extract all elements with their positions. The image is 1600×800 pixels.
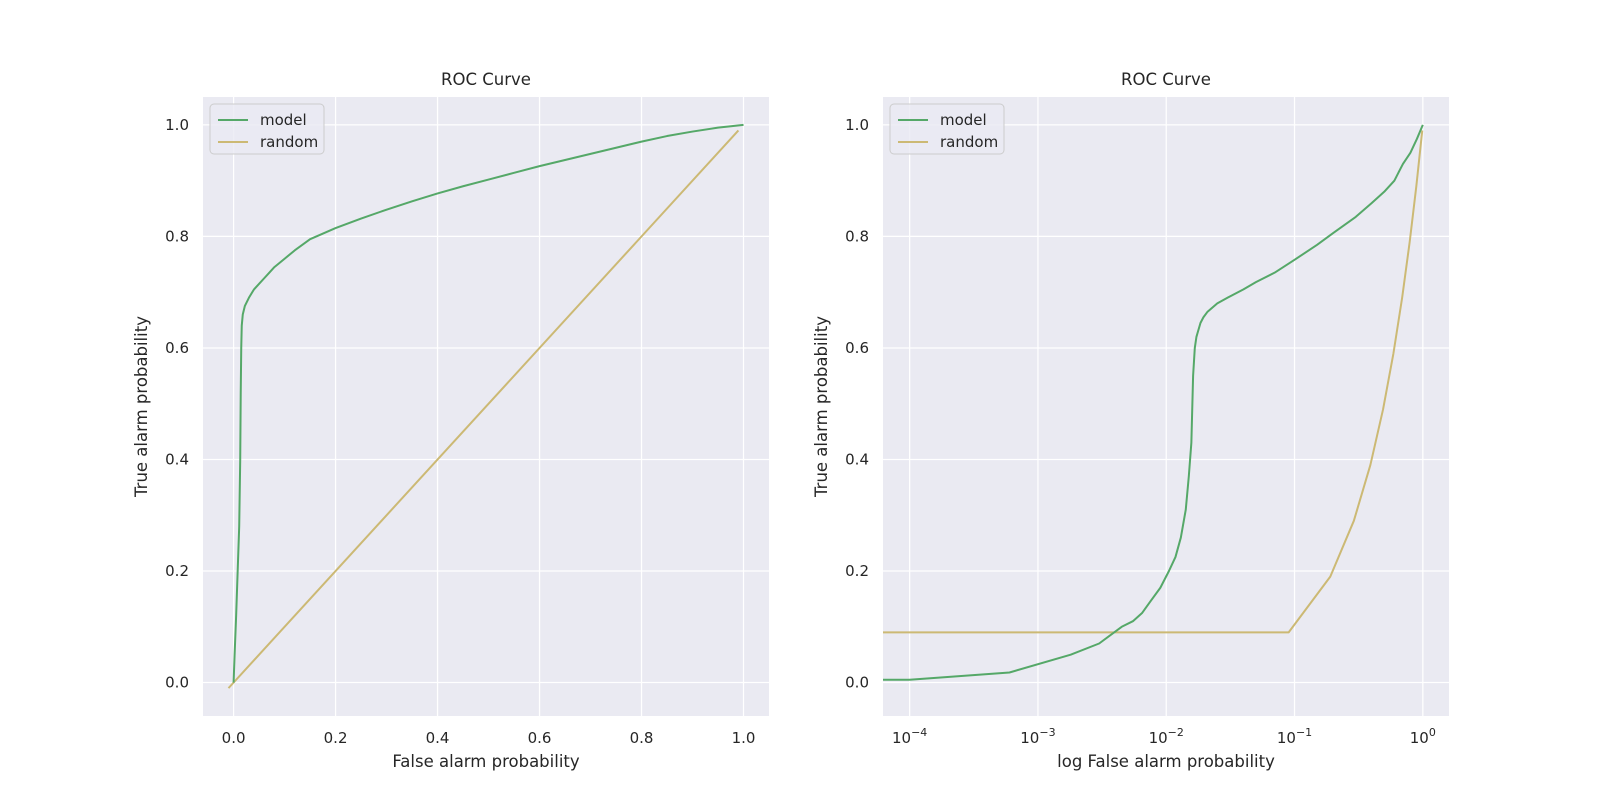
x-tick-label-base: 10 [892, 729, 911, 747]
y-tick-label: 0.8 [165, 227, 189, 245]
x-axis-label: log False alarm probability [1057, 752, 1275, 771]
y-tick-label: 0.6 [165, 339, 189, 357]
legend-label-random: random [940, 133, 998, 151]
legend: model random [209, 103, 325, 155]
y-tick-label: 1.0 [845, 116, 869, 134]
x-tick-label: 0.8 [630, 729, 654, 747]
y-tick-label: 0.2 [165, 562, 189, 580]
legend-label-random: random [260, 133, 318, 151]
x-tick-label: 10−2 [1149, 726, 1184, 747]
x-tick-label: 100 [1410, 726, 1436, 747]
y-tick-label: 0.0 [845, 674, 869, 692]
y-axis-label: True alarm probability [132, 316, 151, 498]
x-axis-label: False alarm probability [392, 752, 580, 771]
x-tick-label: 10−1 [1277, 726, 1312, 747]
x-tick-label: 0.0 [222, 729, 246, 747]
x-tick-label-base: 10 [1410, 729, 1429, 747]
legend: model random [889, 103, 1005, 155]
series-line-random [883, 130, 1424, 634]
x-tick-label-exponent: −3 [1039, 726, 1055, 739]
x-tick-label: 10−4 [892, 726, 927, 747]
x-tick-label-base: 10 [1149, 729, 1168, 747]
x-tick-label-exponent: 0 [1429, 726, 1436, 739]
y-tick-label: 0.2 [845, 562, 869, 580]
y-tick-label: 0.8 [845, 227, 869, 245]
x-tick-label-base: 10 [1277, 729, 1296, 747]
y-tick-label: 0.4 [165, 450, 189, 468]
x-tick-label: 0.4 [426, 729, 450, 747]
log-roc-panel: 0.00.20.40.60.81.010−4 10−3 10−2 10−1 100ROC… [812, 70, 1449, 771]
x-tick-label: 1.0 [732, 729, 756, 747]
x-tick-label-exponent: −1 [1296, 726, 1312, 739]
y-axis-label: True alarm probability [812, 316, 831, 498]
y-tick-label: 0.0 [165, 674, 189, 692]
x-tick-label-exponent: −2 [1168, 726, 1184, 739]
linear-roc-panel: 0.0 0.2 0.4 0.6 0.8 1.0 0.0 0.2 0.4 0.6 0.8 1.0 ROC … [132, 70, 769, 771]
series-line-model [883, 124, 1424, 681]
series-line-model [232, 123, 744, 683]
x-tick-label: 10−3 [1020, 726, 1055, 747]
x-tick-label-base: 10 [1020, 729, 1039, 747]
y-tick-label: 0.6 [845, 339, 869, 357]
chart-title: ROC Curve [1121, 70, 1211, 89]
x-tick-label: 0.6 [528, 729, 552, 747]
x-tick-label: 0.2 [324, 729, 348, 747]
legend-label-model: model [940, 111, 987, 129]
chart-title: ROC Curve [441, 70, 531, 89]
legend-label-model: model [260, 111, 307, 129]
x-tick-label-exponent: −4 [911, 726, 927, 739]
series-line-random [227, 129, 740, 689]
y-tick-label: 0.4 [845, 450, 869, 468]
y-tick-label: 1.0 [165, 116, 189, 134]
